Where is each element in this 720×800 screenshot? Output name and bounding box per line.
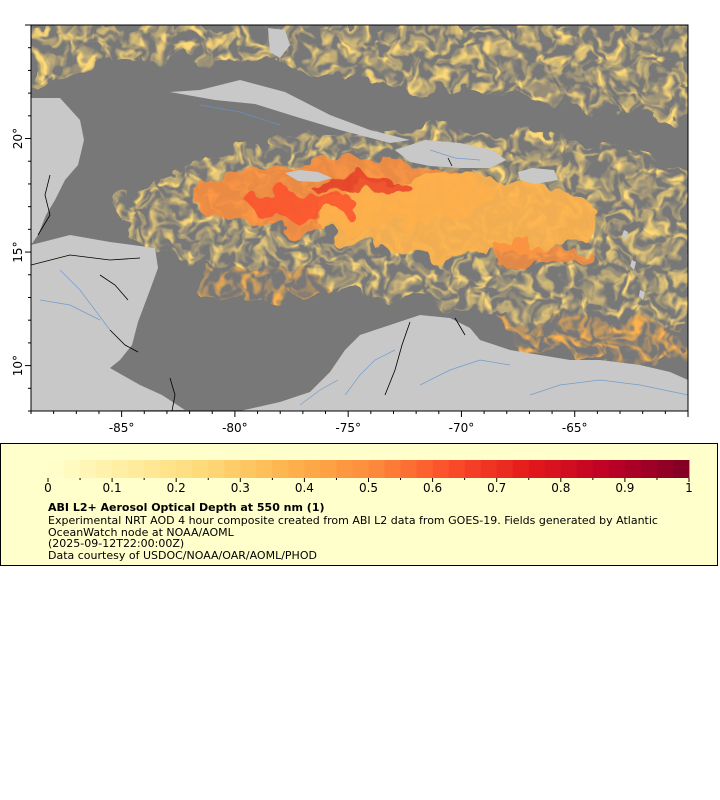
country-borders bbox=[31, 157, 466, 411]
colorbar-tick-label: 0.9 bbox=[615, 481, 634, 495]
colorbar-tick-label: 0 bbox=[44, 481, 52, 495]
bahamas bbox=[268, 28, 290, 58]
y-tick-label: 20° bbox=[11, 128, 25, 149]
colorbar-tick-label: 0.7 bbox=[487, 481, 506, 495]
puerto-rico bbox=[518, 168, 558, 184]
map-frame bbox=[30, 24, 689, 412]
x-tick-label: -70° bbox=[449, 421, 475, 435]
legend-title: ABI L2+ Aerosol Optical Depth at 550 nm … bbox=[48, 501, 325, 514]
colorbar-tick-label: 1 bbox=[685, 481, 693, 495]
x-tick-label: -75° bbox=[335, 421, 361, 435]
y-axis: 10° 15° 20° bbox=[11, 24, 31, 412]
land-masses bbox=[31, 28, 688, 411]
colorbar-tick-label: 0.1 bbox=[103, 481, 122, 495]
x-tick-label: -80° bbox=[222, 421, 248, 435]
y-tick-label: 15° bbox=[11, 241, 25, 262]
south-america bbox=[240, 315, 688, 411]
colorbar-tick-label: 0.4 bbox=[295, 481, 314, 495]
legend-credit: Data courtesy of USDOC/NOAA/OAR/AOML/PHO… bbox=[48, 549, 317, 562]
rivers bbox=[39, 104, 688, 406]
colorbar-tick-label: 0.3 bbox=[231, 481, 250, 495]
central-america bbox=[31, 235, 185, 411]
x-tick-label: -85° bbox=[109, 421, 135, 435]
hispaniola bbox=[395, 140, 506, 168]
colorbar-tick-label: 0.8 bbox=[551, 481, 570, 495]
colorbar-tick-label: 0.5 bbox=[359, 481, 378, 495]
jamaica bbox=[285, 170, 332, 182]
legend-panel: 0 0.1 0.2 0.3 0.4 0.5 0.6 0.7 0.8 0.9 1 ABI L2+ Ae… bbox=[0, 443, 718, 566]
y-tick-label: 10° bbox=[11, 355, 25, 376]
colorbar-tick-label: 0.2 bbox=[167, 481, 186, 495]
lesser-antilles bbox=[622, 230, 645, 300]
legend-description: Experimental NRT AOD 4 hour composite cr… bbox=[48, 514, 658, 539]
yucatan-peninsula bbox=[31, 98, 84, 245]
aod-map: -85° -80° -75° -70° -65° 10° 15° 20° bbox=[11, 24, 689, 435]
colorbar-tick-label: 0.6 bbox=[423, 481, 442, 495]
x-axis: -85° -80° -75° -70° -65° bbox=[30, 411, 689, 435]
cuba bbox=[170, 80, 410, 143]
legend-date: (2025-09-12T22:00:00Z) bbox=[48, 537, 185, 550]
x-tick-label: -65° bbox=[562, 421, 588, 435]
colorbar: 0 0.1 0.2 0.3 0.4 0.5 0.6 0.7 0.8 0.9 1 bbox=[44, 460, 693, 495]
